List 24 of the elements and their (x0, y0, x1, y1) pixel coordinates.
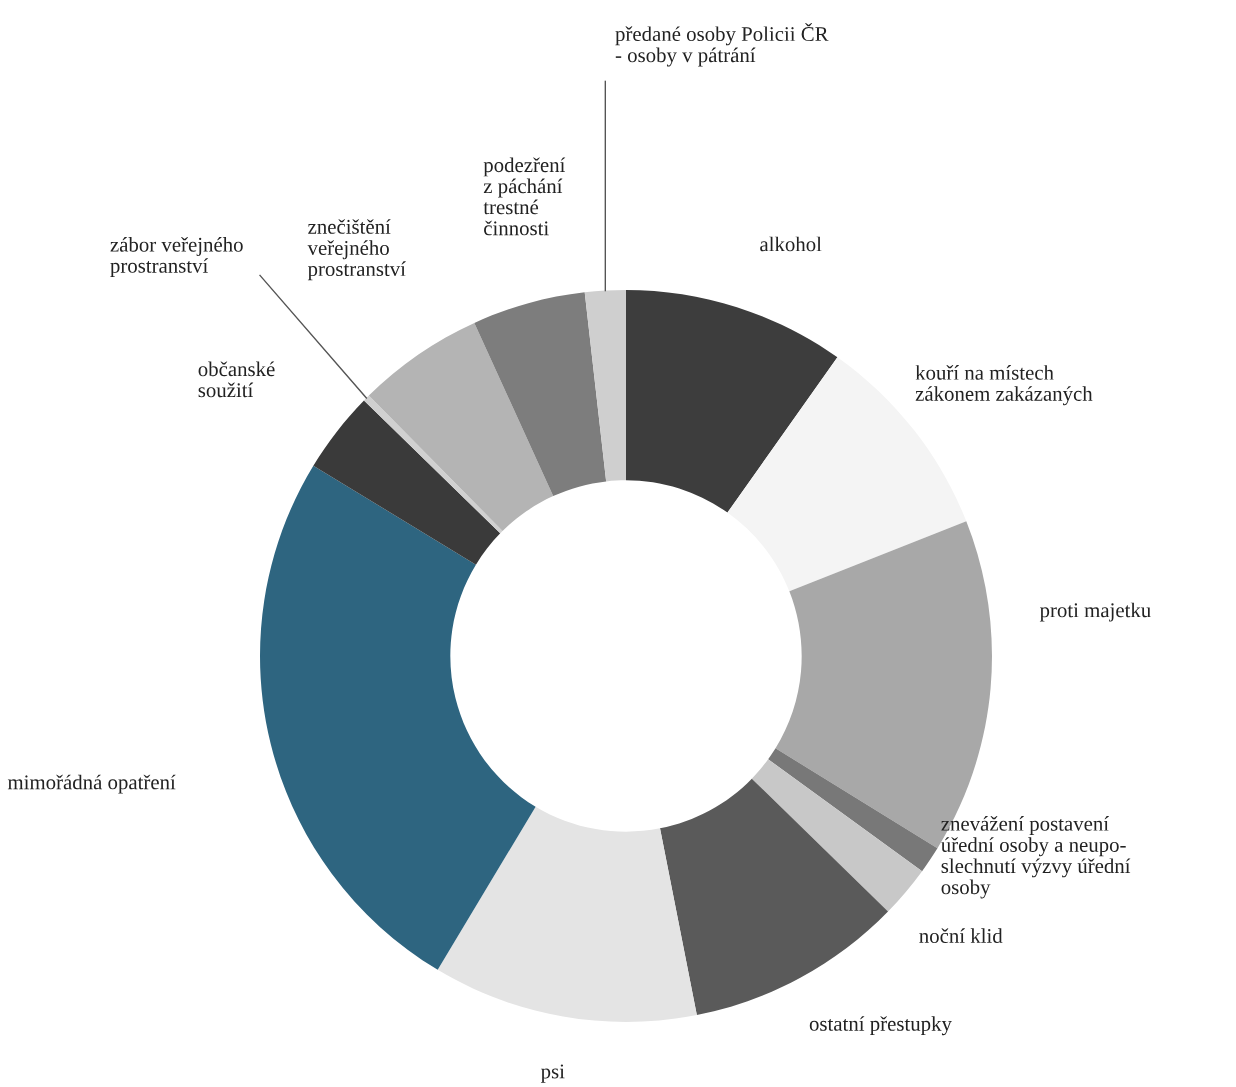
slice-label: znečištění veřejného prostranství (307, 219, 406, 281)
donut-slice (474, 292, 607, 497)
slice-label: alkohol (760, 236, 822, 252)
donut-slice (626, 290, 838, 513)
slice-label: kouří na místech zákonem zakázaných (915, 365, 1093, 406)
donut-slice (313, 400, 501, 565)
donut-slice (260, 465, 536, 970)
slice-label: znevážení postavení úřední osoby a neupo- slechnutí výzvy úřední osoby (941, 816, 1131, 899)
slice-label: mimořádná opatření (7, 774, 176, 794)
slice-label: občanské soužití (198, 361, 275, 398)
slice-label: předané osoby Policii ČR - osoby v pátrání (615, 23, 829, 67)
donut-slice (368, 322, 554, 531)
donut-slice (751, 759, 923, 912)
slice-label: ostatní přestupky (809, 1016, 952, 1036)
slice-label: noční klid (919, 928, 1003, 944)
donut-slice (660, 778, 889, 1016)
slice-label: proti majetku (1039, 602, 1151, 622)
donut-slice (584, 290, 626, 482)
donut-slice (768, 748, 938, 872)
slice-label: zábor veřejného prostranství (110, 237, 243, 278)
donut-slice (437, 806, 697, 1022)
slice-label: podezření z páchání trestné činnosti (483, 157, 566, 236)
slice-label: psi (540, 1064, 565, 1083)
donut-slice (363, 395, 503, 534)
